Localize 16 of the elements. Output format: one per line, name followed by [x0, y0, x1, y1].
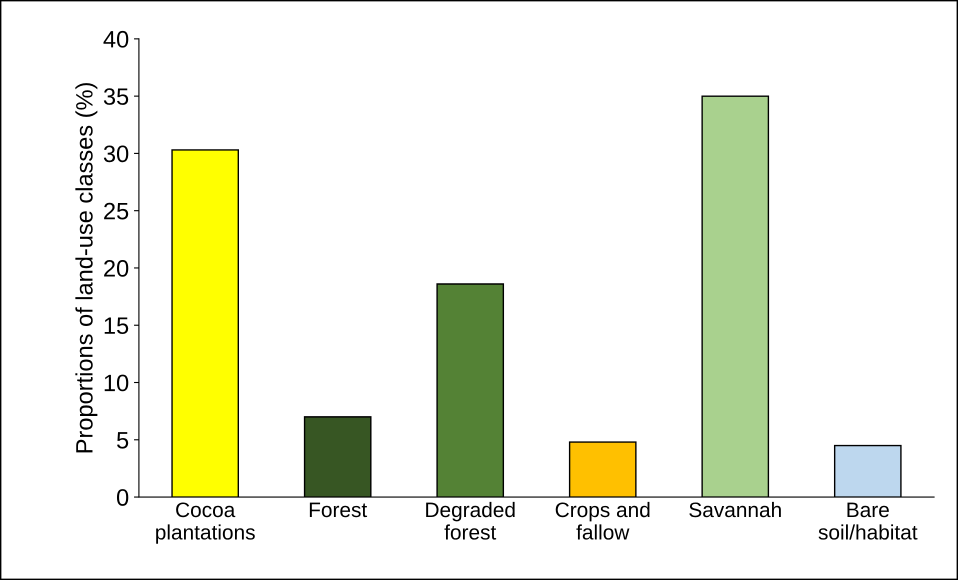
- x-tick-label: Savannah: [689, 502, 781, 518]
- y-tick-label: 35: [104, 88, 128, 105]
- y-tick-label: 30: [104, 145, 128, 162]
- y-tick-label: 20: [104, 260, 128, 277]
- y-axis-title: Proportions of land-use classes (%): [75, 83, 98, 452]
- x-tick-label: Forest: [310, 502, 368, 518]
- y-tick-label: 25: [104, 202, 128, 220]
- y-tick-label: 0: [116, 489, 128, 506]
- x-tick-label: Bare soil/habitat: [818, 502, 918, 540]
- x-tick-label: Crops and fallow: [556, 502, 650, 540]
- x-tick-label: Degraded forest: [426, 502, 515, 540]
- y-tick-label: 15: [104, 318, 128, 334]
- y-tick-label: 5: [117, 432, 128, 449]
- y-tick-label: 10: [104, 374, 128, 392]
- y-tick-label: 40: [103, 30, 128, 48]
- x-tick-label: Cocoa plantations: [156, 502, 255, 544]
